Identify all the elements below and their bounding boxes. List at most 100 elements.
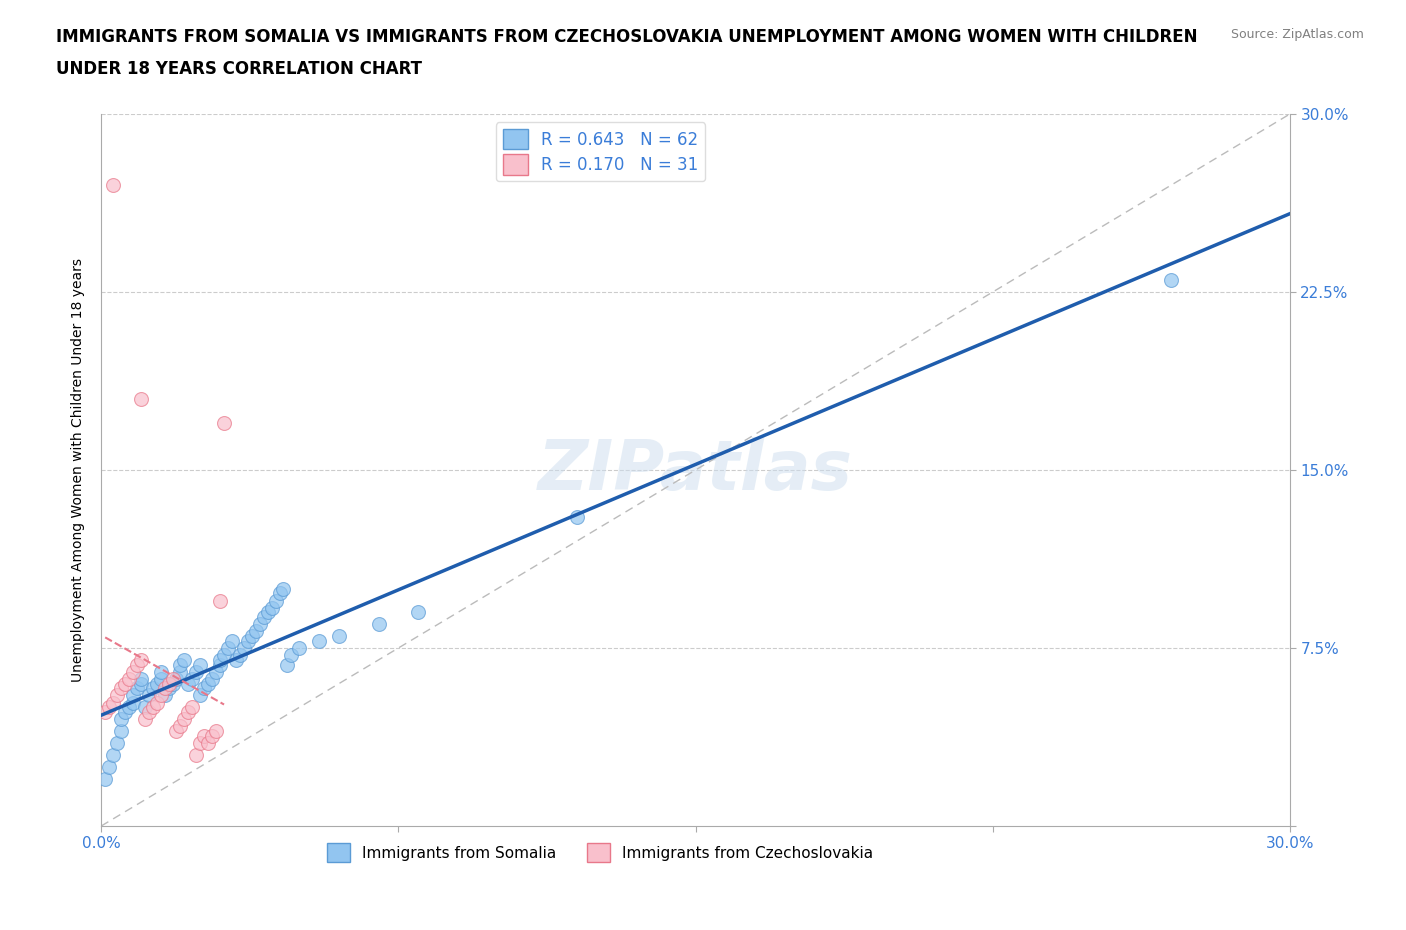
Point	[129, 392, 152, 406]
Point	[110, 681, 132, 696]
Point	[177, 705, 200, 720]
Point	[308, 633, 330, 648]
Point	[256, 605, 278, 620]
Point	[212, 647, 235, 662]
Point	[186, 664, 208, 679]
Point	[328, 629, 350, 644]
Point	[406, 605, 429, 620]
Point	[138, 688, 160, 703]
Legend: Immigrants from Somalia, Immigrants from Czechoslovakia: Immigrants from Somalia, Immigrants from…	[321, 837, 880, 869]
Point	[209, 658, 232, 672]
Point	[134, 700, 156, 715]
Point	[149, 664, 172, 679]
Point	[565, 510, 588, 525]
Point	[166, 671, 188, 686]
Point	[276, 658, 298, 672]
Point	[173, 711, 195, 726]
Point	[188, 736, 211, 751]
Point	[264, 593, 287, 608]
Point	[145, 676, 167, 691]
Point	[166, 724, 188, 738]
Point	[240, 629, 263, 644]
Point	[193, 681, 215, 696]
Point	[205, 724, 228, 738]
Point	[129, 671, 152, 686]
Point	[98, 700, 121, 715]
Point	[367, 617, 389, 631]
Point	[114, 705, 136, 720]
Point	[280, 647, 302, 662]
Point	[153, 688, 176, 703]
Point	[236, 633, 259, 648]
Point	[142, 700, 165, 715]
Point	[122, 695, 145, 710]
Text: Source: ZipAtlas.com: Source: ZipAtlas.com	[1230, 28, 1364, 41]
Point	[145, 695, 167, 710]
Point	[181, 700, 204, 715]
Point	[201, 671, 224, 686]
Point	[101, 748, 124, 763]
Point	[260, 600, 283, 615]
Point	[122, 664, 145, 679]
Point	[114, 676, 136, 691]
Text: ZIPatlas: ZIPatlas	[538, 436, 853, 503]
Point	[188, 688, 211, 703]
Point	[201, 728, 224, 743]
Point	[193, 728, 215, 743]
Point	[197, 736, 219, 751]
Point	[94, 771, 117, 786]
Point	[98, 759, 121, 774]
Point	[173, 653, 195, 668]
Point	[129, 676, 152, 691]
Point	[125, 681, 148, 696]
Point	[105, 736, 128, 751]
Point	[177, 676, 200, 691]
Point	[138, 705, 160, 720]
Point	[188, 658, 211, 672]
Point	[212, 415, 235, 430]
Point	[157, 676, 180, 691]
Point	[197, 676, 219, 691]
Point	[269, 586, 291, 601]
Point	[118, 700, 141, 715]
Point	[157, 681, 180, 696]
Point	[221, 633, 243, 648]
Point	[134, 711, 156, 726]
Point	[118, 671, 141, 686]
Point	[101, 178, 124, 193]
Point	[225, 653, 247, 668]
Text: IMMIGRANTS FROM SOMALIA VS IMMIGRANTS FROM CZECHOSLOVAKIA UNEMPLOYMENT AMONG WOM: IMMIGRANTS FROM SOMALIA VS IMMIGRANTS FR…	[56, 28, 1198, 46]
Point	[288, 641, 311, 656]
Point	[142, 681, 165, 696]
Point	[217, 641, 239, 656]
Point	[122, 688, 145, 703]
Point	[253, 610, 276, 625]
Point	[125, 658, 148, 672]
Y-axis label: Unemployment Among Women with Children Under 18 years: Unemployment Among Women with Children U…	[72, 258, 86, 682]
Point	[169, 664, 191, 679]
Point	[229, 647, 252, 662]
Point	[162, 676, 184, 691]
Point	[169, 658, 191, 672]
Point	[105, 688, 128, 703]
Point	[249, 617, 271, 631]
Point	[273, 581, 295, 596]
Point	[129, 653, 152, 668]
Point	[205, 664, 228, 679]
Point	[162, 671, 184, 686]
Point	[169, 719, 191, 734]
Point	[153, 681, 176, 696]
Point	[232, 641, 254, 656]
Text: UNDER 18 YEARS CORRELATION CHART: UNDER 18 YEARS CORRELATION CHART	[56, 60, 422, 78]
Point	[110, 711, 132, 726]
Point	[186, 748, 208, 763]
Point	[1160, 272, 1182, 287]
Point	[181, 671, 204, 686]
Point	[245, 624, 267, 639]
Point	[209, 593, 232, 608]
Point	[209, 653, 232, 668]
Point	[110, 724, 132, 738]
Point	[149, 688, 172, 703]
Point	[101, 695, 124, 710]
Point	[94, 705, 117, 720]
